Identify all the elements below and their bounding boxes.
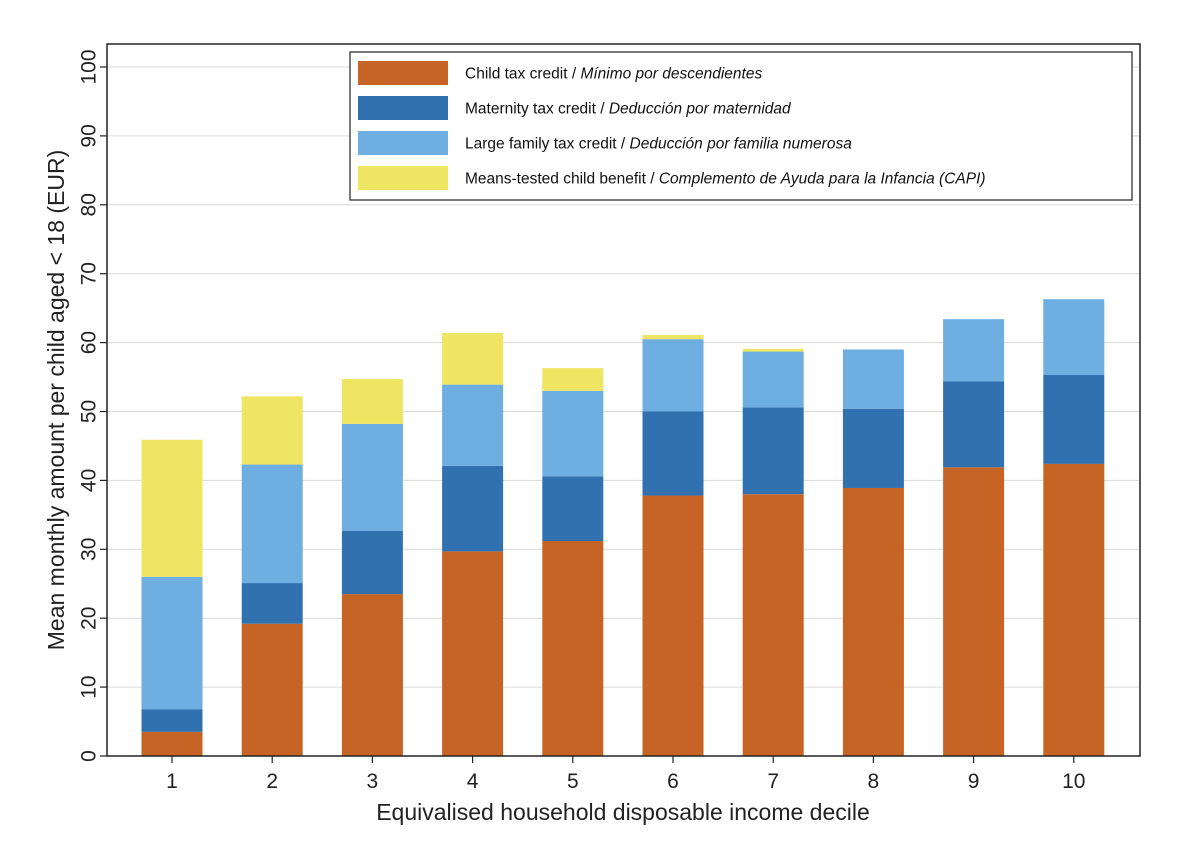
x-tick-label: 10 (1062, 770, 1085, 793)
bar-segment (442, 384, 504, 466)
x-tick-label: 5 (567, 770, 579, 793)
legend-label: Large family tax credit (465, 136, 617, 153)
x-tick-label: 1 (166, 770, 178, 793)
legend-separator: / (596, 101, 609, 118)
bar-segment (341, 530, 403, 595)
bar-segment (141, 576, 203, 710)
y-tick-label: 50 (77, 400, 100, 423)
bar-segment (341, 379, 403, 424)
y-tick-label: 10 (77, 675, 100, 698)
bar-segment (442, 332, 504, 385)
legend-entry: Large family tax credit / Deducción por … (465, 136, 852, 153)
bar-segment (1043, 463, 1105, 756)
y-axis-ticks: 0 10 20 30 40 50 60 70 80 90 100 (77, 49, 107, 762)
y-tick-label: 40 (77, 469, 100, 492)
bar-segment (141, 709, 203, 732)
y-tick-label: 80 (77, 193, 100, 216)
bar-segment (642, 335, 704, 340)
bar-segment (442, 551, 504, 756)
legend-entry: Maternity tax credit / Deducción por mat… (465, 101, 792, 118)
bar-segment (642, 495, 704, 756)
x-tick-label: 8 (868, 770, 880, 793)
bar-segment (341, 423, 403, 531)
legend-label-spanish: Mínimo por descendientes (580, 66, 762, 83)
bar-segment (742, 407, 804, 495)
legend-label: Means-tested child benefit (465, 171, 647, 188)
bar-segment (742, 348, 804, 352)
legend-swatch (358, 96, 448, 120)
legend-swatch (358, 166, 448, 190)
bar-segment (241, 623, 303, 756)
y-tick-label: 70 (77, 262, 100, 285)
bar-segment (742, 351, 804, 408)
bar-segment (542, 476, 604, 542)
x-tick-label: 9 (968, 770, 980, 793)
bar-segment (642, 411, 704, 496)
legend-separator: / (568, 66, 581, 83)
legend-label-spanish: Deducción por maternidad (609, 101, 792, 118)
bar-segment (842, 349, 904, 409)
legend-box (349, 51, 1133, 201)
legend-entry: Child tax credit / Mínimo por descendien… (465, 66, 762, 83)
bar-segment (542, 541, 604, 756)
y-axis-title: Mean monthly amount per child aged < 18 … (43, 150, 69, 651)
x-axis-ticks: 1 2 3 4 5 6 7 8 9 10 (166, 756, 1085, 793)
legend-separator: / (646, 171, 659, 188)
bar-segment (241, 396, 303, 465)
legend-label-spanish: Complemento de Ayuda para la Infancia (C… (659, 171, 986, 188)
bar-segment (642, 339, 704, 412)
x-tick-label: 6 (667, 770, 679, 793)
x-axis-title: Equivalised household disposable income … (376, 799, 870, 825)
bar-segment (842, 487, 904, 756)
legend-swatch (358, 131, 448, 155)
bar-segment (241, 464, 303, 584)
bar-segment (542, 390, 604, 477)
x-tick-label: 4 (467, 770, 479, 793)
y-tick-label: 90 (77, 124, 100, 147)
legend-swatch (358, 61, 448, 85)
bar-segment (943, 467, 1005, 756)
bar-segment (141, 439, 203, 577)
bar-segment (341, 594, 403, 756)
x-tick-label: 7 (767, 770, 779, 793)
y-tick-label: 60 (77, 331, 100, 354)
bar-segment (542, 368, 604, 391)
bar-segment (943, 381, 1005, 468)
y-tick-label: 30 (77, 538, 100, 561)
x-tick-label: 2 (266, 770, 278, 793)
bar-segment (842, 408, 904, 488)
legend: Child tax credit / Mínimo por descendien… (349, 51, 1133, 201)
axes (106, 43, 1141, 757)
legend-entry: Means-tested child benefit / Complemento… (465, 171, 986, 188)
bar-segment (1043, 374, 1105, 464)
bar-segment (241, 583, 303, 624)
x-tick-label: 3 (367, 770, 379, 793)
y-tick-label: 0 (77, 750, 100, 762)
legend-label: Child tax credit (465, 66, 568, 83)
y-tick-label: 20 (77, 607, 100, 630)
plot-frame (106, 43, 1141, 757)
legend-label: Maternity tax credit (465, 101, 597, 118)
bar-segment (1043, 299, 1105, 375)
legend-separator: / (617, 136, 630, 153)
bar-segment (442, 465, 504, 552)
bar-segment (943, 319, 1005, 382)
legend-label-spanish: Deducción por familia numerosa (630, 136, 853, 153)
y-tick-label: 100 (77, 49, 100, 84)
bar-segment (742, 494, 804, 756)
bars (141, 299, 1105, 756)
bar-segment (141, 731, 203, 756)
